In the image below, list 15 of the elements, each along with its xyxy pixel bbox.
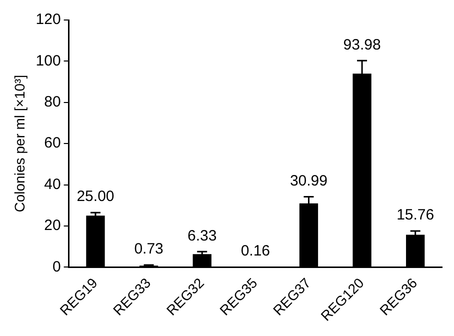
- data-label: 25.00: [76, 188, 114, 206]
- y-tick-label: 100: [36, 52, 61, 70]
- data-label: 93.98: [343, 36, 381, 54]
- data-label: 0.16: [240, 242, 270, 260]
- y-tick-label: 20: [44, 217, 61, 234]
- data-label: 0.73: [134, 240, 164, 258]
- y-tick-label: 0: [52, 258, 61, 276]
- y-tick-label: 120: [36, 11, 61, 28]
- y-tick-label: 60: [44, 134, 61, 152]
- y-tick-label: 80: [44, 94, 61, 111]
- data-label: 30.99: [290, 172, 328, 190]
- data-label: 15.76: [396, 206, 434, 224]
- y-axis-title: Colonies per ml [×10³]: [11, 74, 28, 212]
- y-tick-label: 40: [44, 176, 61, 193]
- data-label: 6.33: [188, 227, 217, 244]
